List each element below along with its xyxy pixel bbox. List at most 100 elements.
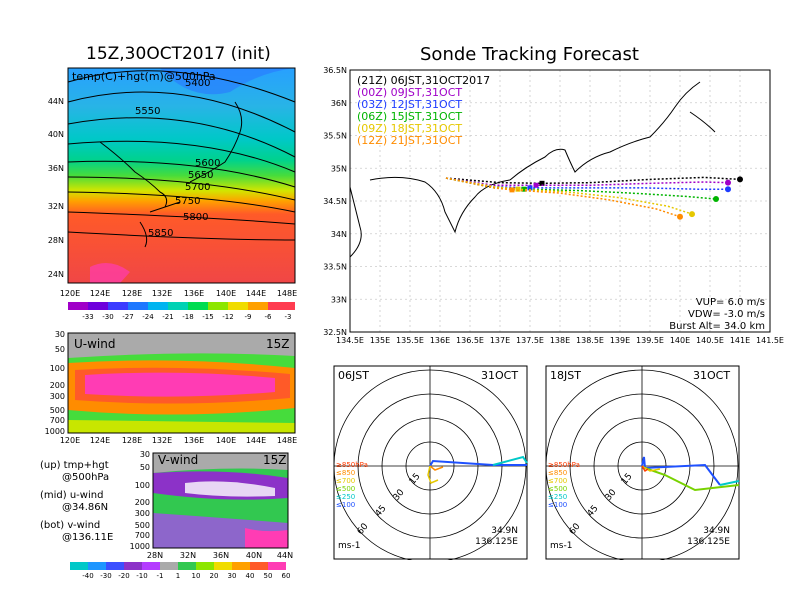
svg-text:5600: 5600 (195, 158, 220, 169)
svg-text:140E: 140E (216, 289, 236, 298)
svg-text:5650: 5650 (188, 170, 213, 181)
level-legend-entry: ≤100 (336, 501, 355, 509)
level-legend-entry: ≤700 (336, 477, 355, 485)
track-line (445, 177, 681, 218)
lat-tick-label: 35N (331, 164, 347, 173)
wind-colorbar-labels: -40 -30 -20 -10 -1 1 10 20 30 40 50 60 (82, 572, 290, 580)
svg-text:40N: 40N (246, 551, 262, 560)
svg-text:128E: 128E (122, 289, 142, 298)
hodograph-right: 18JST 31OCT 34.9N 136.125E ms-1 15 30 45… (545, 365, 740, 560)
lon-tick-label: 136.5E (456, 336, 484, 345)
svg-text:50: 50 (55, 345, 65, 354)
lon-tick-label: 140E (670, 336, 690, 345)
svg-text:44N: 44N (277, 551, 293, 560)
hodograph-left: 06JST 31OCT 34.9N 136.125E ms-1 15 30 45… (333, 365, 528, 560)
track-line (445, 176, 741, 185)
svg-text:30: 30 (140, 450, 150, 459)
vwind-label: V-wind (158, 453, 198, 467)
track-series (445, 176, 743, 220)
lon-tick-label: 141E (730, 336, 750, 345)
track-params: VUP= 6.0 m/s VDW= -3.0 m/s Burst Alt= 34… (669, 297, 765, 332)
landing-point (737, 176, 743, 183)
svg-text:148E: 148E (277, 289, 297, 298)
temp-field (68, 68, 295, 283)
lat-tick-label: 34.5N (323, 197, 347, 206)
note-bot: (bot) v-wind @136.11E (40, 520, 114, 543)
svg-text:5550: 5550 (135, 106, 160, 117)
svg-text:1000: 1000 (45, 427, 65, 436)
landing-point (713, 196, 719, 203)
svg-text:700: 700 (50, 416, 65, 425)
svg-text:44N: 44N (48, 97, 64, 106)
warm-patch (90, 263, 130, 283)
hodo-left-levels: ≥850hPa≤850≤700≤500≤250≤100 (336, 461, 368, 509)
burst-point (521, 186, 527, 192)
lon-tick-label: 134.5E (336, 336, 364, 345)
wind-colorbar: -40 -30 -20 -10 -1 1 10 20 30 40 50 60 (70, 562, 290, 580)
track-lat-ticks: 36.5N 36N 35.5N 35N 34.5N 34N 33.5N 33N 32.5N (323, 66, 347, 337)
left-title: 15Z,30OCT2017 (init) (86, 44, 271, 64)
temp-colorbar-labels: -33 -30 -27 -24 -21 -18 -15 -12 -9 -6 -3 (82, 313, 291, 321)
svg-text:5800: 5800 (183, 212, 208, 223)
svg-text:-30: -30 (100, 572, 111, 580)
note-up: (up) tmp+hgt @500hPa (40, 460, 110, 483)
svg-text:100: 100 (135, 481, 150, 490)
svg-text:500: 500 (135, 521, 150, 530)
svg-text:-6: -6 (265, 313, 273, 321)
lat-tick-label: 36N (331, 99, 347, 108)
uwind-label: U-wind (74, 337, 115, 351)
lat-tick-label: 35.5N (323, 132, 347, 141)
svg-text:-24: -24 (142, 313, 154, 321)
lon-tick-label: 138.5E (576, 336, 604, 345)
uwind-time: 15Z (266, 337, 290, 351)
level-legend-entry: ≤700 (548, 477, 567, 485)
temp-map-label: temp(C)+hgt(m)@500hPa (72, 70, 216, 83)
legend-entry: (09Z) 18JST,31OCT (357, 122, 462, 135)
landing-point (689, 211, 695, 218)
lon-tick-label: 140.5E (696, 336, 724, 345)
svg-text:-21: -21 (162, 313, 173, 321)
contour-labels: 5400 5550 5600 5650 5700 5750 5800 5850 (135, 78, 220, 239)
svg-text:140E: 140E (216, 436, 236, 445)
svg-text:40: 40 (246, 572, 255, 580)
svg-text:500: 500 (50, 406, 65, 415)
lat-tick-label: 32.5N (323, 328, 347, 337)
svg-text:28N: 28N (48, 236, 64, 245)
svg-text:300: 300 (50, 392, 65, 401)
track-legend: (21Z) 06JST,31OCT2017(00Z) 09JST,31OCT(0… (357, 74, 490, 147)
level-legend-entry: ≤100 (548, 501, 567, 509)
track-line (445, 177, 729, 187)
temp-map-frame (67, 67, 296, 284)
svg-text:-10: -10 (136, 572, 147, 580)
svg-text:VUP= 6.0 m/s: VUP= 6.0 m/s (696, 297, 765, 308)
lon-tick-label: 139E (610, 336, 630, 345)
svg-text:120E: 120E (60, 436, 80, 445)
svg-text:VDW= -3.0 m/s: VDW= -3.0 m/s (688, 309, 765, 320)
lon-tick-label: 139.5E (636, 336, 664, 345)
lon-tick-label: 136E (430, 336, 450, 345)
svg-text:40N: 40N (48, 130, 64, 139)
lon-tick-label: 135.5E (396, 336, 424, 345)
level-legend-entry: ≤850 (336, 469, 355, 477)
svg-text:-33: -33 (82, 313, 93, 321)
hodo-left-unit: ms-1 (338, 541, 360, 551)
svg-text:132E: 132E (152, 289, 172, 298)
svg-text:-1: -1 (157, 572, 164, 580)
svg-text:-3: -3 (285, 313, 292, 321)
hodo-right-levels: ≥850hPa≤850≤700≤500≤250≤100 (548, 461, 580, 509)
level-legend-entry: ≤250 (548, 493, 567, 501)
temp-map-panel: 5400 5550 5600 5650 5700 5750 5800 5850 … (48, 67, 297, 321)
lat-tick-label: 33.5N (323, 263, 347, 272)
hodo-right-lon: 136.125E (687, 537, 730, 547)
svg-text:144E: 144E (246, 289, 266, 298)
svg-text:120E: 120E (60, 289, 80, 298)
svg-text:28N: 28N (147, 551, 163, 560)
svg-text:-30: -30 (102, 313, 113, 321)
hodo-right-time: 18JST (550, 369, 581, 382)
level-legend-entry: ≤500 (548, 485, 567, 493)
right-title: Sonde Tracking Forecast (420, 44, 639, 65)
svg-text:30: 30 (228, 572, 237, 580)
svg-text:5700: 5700 (185, 182, 210, 193)
svg-text:20: 20 (210, 572, 219, 580)
vwind-panel: V-wind 15Z 30 50 100 200 300 500 700 1000 28… (130, 450, 293, 560)
